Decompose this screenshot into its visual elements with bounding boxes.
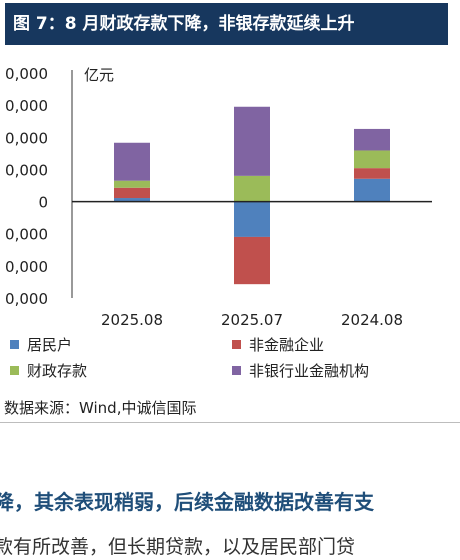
bar-segment — [114, 198, 150, 202]
y-tick-label: 0,000 — [5, 258, 48, 276]
y-axis-unit: 亿元 — [84, 66, 114, 84]
legend-swatch-nonfinancial — [232, 340, 241, 349]
legend-label-nonbank: 非银行业金融机构 — [249, 362, 370, 380]
divider-line — [0, 422, 460, 423]
bar-segment — [354, 128, 390, 151]
bar-segment — [354, 178, 390, 202]
y-tick-label: 0,000 — [5, 129, 48, 147]
body-text: 款有所改善，但长期贷款，以及居民部门贷 — [0, 536, 356, 558]
figure-title: 图 7：8 月财政存款下降，非银存款延续上升 — [5, 3, 448, 45]
x-tick-label: 2024.08 — [341, 311, 403, 329]
bar-segment — [234, 236, 270, 285]
legend-swatch-nonbank — [232, 366, 241, 375]
bar-segment — [234, 106, 270, 176]
data-source: 数据来源：Wind,中诚信国际 — [4, 399, 197, 417]
y-tick-label: 0,000 — [5, 97, 48, 115]
bar-segment — [114, 180, 150, 188]
legend-label-nonfinancial: 非金融企业 — [249, 336, 325, 354]
legend-nonbank: 非银行业金融机构 — [232, 360, 369, 381]
legend-swatch-fiscal — [10, 366, 19, 375]
body-heading: 降，其余表现稍弱，后续金融数据改善有支 — [0, 490, 374, 514]
legend-label-fiscal: 财政存款 — [27, 362, 88, 380]
bar-segment — [114, 187, 150, 199]
y-tick-label: 0,000 — [5, 65, 48, 83]
legend-fiscal: 财政存款 — [10, 360, 87, 381]
legend-swatch-resident — [10, 340, 19, 349]
bar-segment — [114, 142, 150, 181]
y-tick-label: 0,000 — [5, 226, 48, 244]
bar-segment — [354, 168, 390, 179]
y-tick-label: 0,000 — [5, 161, 48, 179]
legend-label-resident: 居民户 — [27, 336, 73, 354]
bar-segment — [234, 175, 270, 202]
bars-layer — [114, 106, 390, 285]
legend-resident: 居民户 — [10, 334, 72, 355]
bar-segment — [234, 201, 270, 237]
y-axis-labels: 0,000 0,000 0,000 0,000 0 0,000 0,000 0,000 — [5, 65, 48, 308]
bar-segment — [354, 150, 390, 169]
y-tick-label: 0 — [38, 194, 48, 212]
x-tick-label: 2025.07 — [221, 311, 283, 329]
legend-nonfinancial: 非金融企业 — [232, 334, 324, 355]
x-tick-label: 2025.08 — [101, 311, 163, 329]
x-axis-labels: 2025.08 2025.07 2024.08 — [101, 311, 403, 329]
y-tick-label: 0,000 — [5, 290, 48, 308]
